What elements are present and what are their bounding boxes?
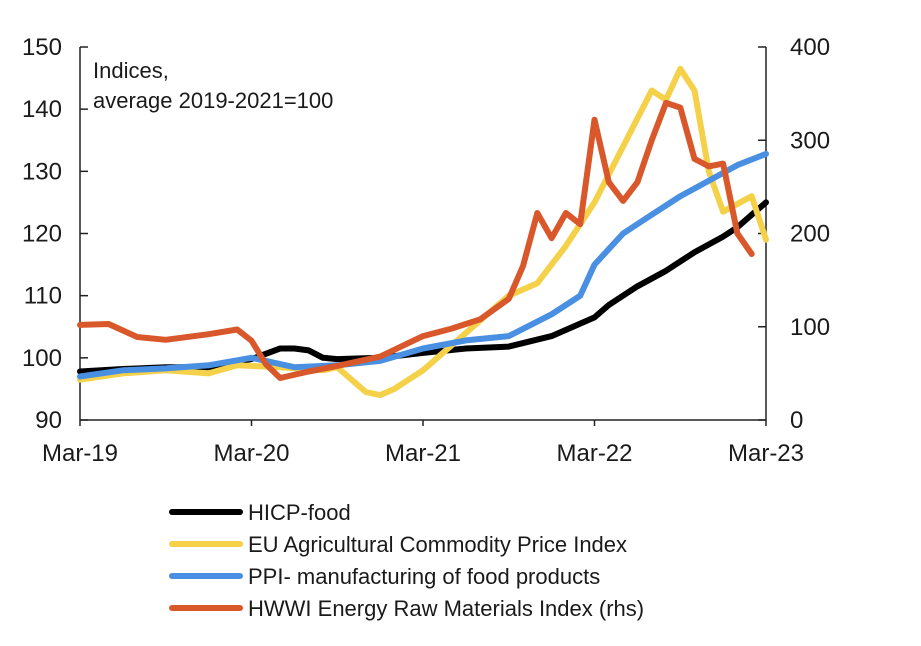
annotation-line-1: Indices, (93, 58, 169, 83)
y-right-tick-label: 400 (790, 34, 830, 61)
series-line-4 (77, 99, 755, 381)
y-left-tick-label: 120 (22, 221, 62, 248)
legend: HICP-food EU Agricultural Commodity Price… (169, 500, 644, 621)
y-left-tick-label: 100 (22, 345, 62, 372)
y-right-tick-label: 300 (790, 127, 830, 154)
x-tick-label: Mar-21 (385, 440, 461, 467)
y-left-tick-label: 140 (22, 96, 62, 123)
y-left-tick-label: 130 (22, 158, 62, 185)
y-left-tick-label: 150 (22, 34, 62, 61)
annotation-line-2: average 2019-2021=100 (93, 88, 333, 113)
series-lines (77, 65, 769, 399)
x-tick-label: Mar-22 (556, 440, 632, 467)
series-line-3 (77, 150, 769, 380)
series-line-2 (77, 65, 769, 399)
y-right-tick-label: 0 (790, 407, 803, 434)
x-tick-label: Mar-19 (42, 440, 118, 467)
legend-label: HICP-food (248, 500, 351, 525)
legend-label: EU Agricultural Commodity Price Index (248, 532, 627, 557)
y-left-tick-label: 90 (35, 407, 62, 434)
x-tick-label: Mar-23 (728, 440, 804, 467)
x-tick-label: Mar-20 (213, 440, 289, 467)
legend-label: PPI- manufacturing of food products (248, 564, 600, 589)
y-left-tick-label: 110 (24, 283, 62, 310)
axes: 90 100 110 120 130 140 150 0 100 200 300 400 Mar-19 M… (22, 34, 830, 467)
y-right-tick-label: 100 (790, 314, 830, 341)
y-right-tick-label: 200 (790, 221, 830, 248)
legend-label: HWWI Energy Raw Materials Index (rhs) (248, 596, 644, 621)
